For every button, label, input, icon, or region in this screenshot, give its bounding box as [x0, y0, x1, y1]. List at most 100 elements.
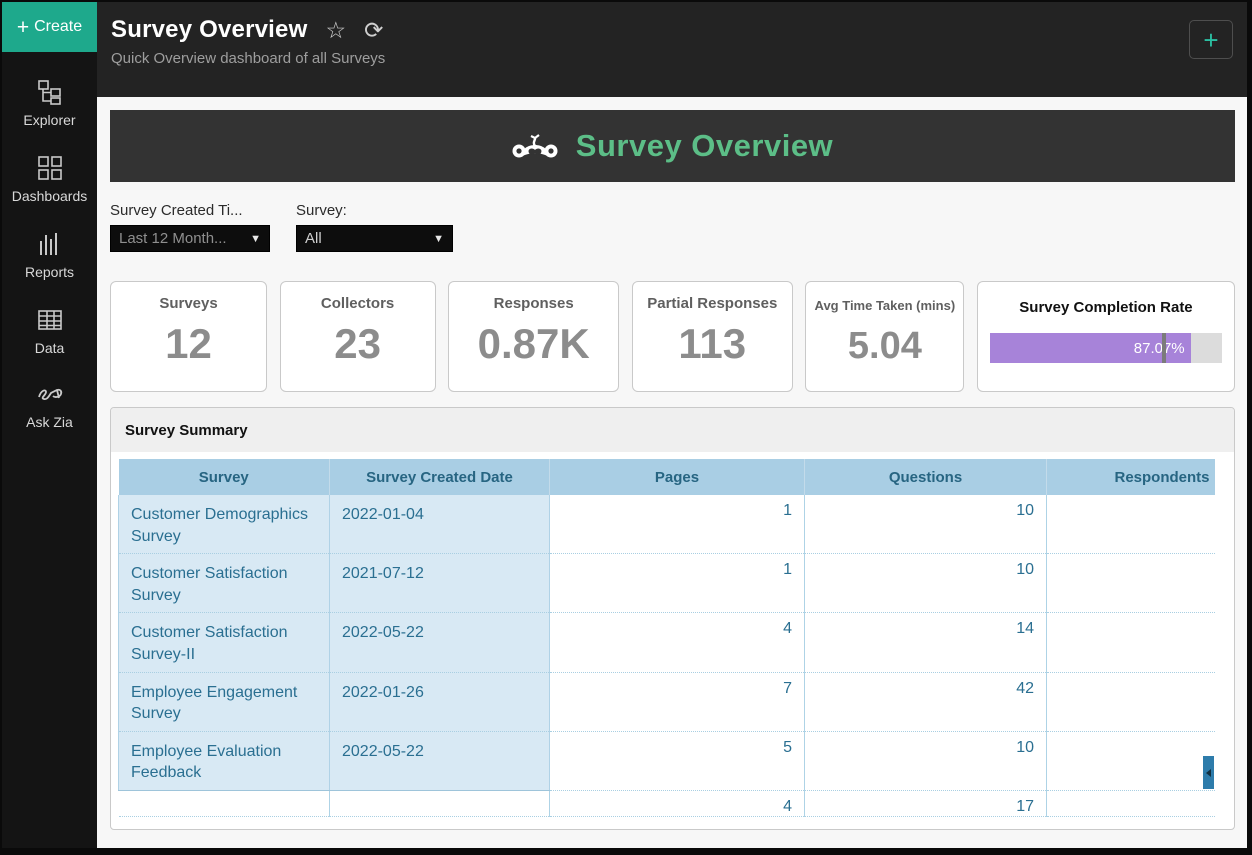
cell-pages: 4: [549, 612, 805, 673]
kpi-value: 23: [334, 320, 381, 367]
kpi-label: Partial Responses: [647, 295, 778, 312]
column-header-questions[interactable]: Questions: [804, 459, 1047, 495]
chevron-down-icon: ▼: [250, 232, 261, 245]
kpi-card-avg-time-taken-mins: Avg Time Taken (mins) 5.04: [805, 281, 965, 392]
cell-respondents: [1046, 612, 1215, 673]
table-row: Customer Demographics Survey 2022-01-04 1 1…: [118, 495, 1215, 555]
page-title: Survey Overview: [111, 16, 308, 43]
cell-questions: 10: [804, 731, 1047, 791]
cell-created: 2022-05-22: [329, 612, 550, 673]
kpi-card-collectors: Collectors 23: [279, 281, 436, 392]
survey-summary-table-wrap: Survey Survey Created Date Pages Questions R…: [111, 452, 1234, 817]
kpi-card-partial-responses: Partial Responses 113: [631, 281, 793, 392]
refresh-icon[interactable]: ⟳: [364, 16, 384, 43]
dashboard-content: Survey Overview Survey Created Ti... Las…: [97, 97, 1247, 848]
favorite-star-icon[interactable]: ☆: [325, 16, 347, 43]
cell-questions: 42: [804, 672, 1047, 732]
cell-created: 2022-05-22: [329, 731, 550, 791]
completion-bar-fill: 87.07%: [989, 333, 1191, 363]
column-header-survey[interactable]: Survey: [118, 459, 330, 495]
cell-respondents: [1046, 495, 1215, 555]
kpi-row: Surveys 12 Collectors 23 Responses 0.87K Parti…: [110, 281, 1235, 392]
sidebar: + Create Explorer Dashboards Reports Data As…: [2, 2, 97, 848]
sidebar-item-label: Reports: [24, 264, 75, 280]
cell-questions: 10: [804, 495, 1047, 555]
kpi-card-surveys: Surveys 12: [110, 281, 267, 392]
survey-summary-panel: Survey Summary Survey Survey Created Date…: [110, 407, 1235, 830]
table-row: Customer Satisfaction Survey 2021-07-12 1 1…: [118, 553, 1215, 614]
sidebar-item-reports[interactable]: Reports: [12, 231, 88, 280]
table-row: 4 17: [118, 790, 1215, 817]
cell-survey: Customer Satisfaction Survey: [118, 553, 330, 614]
sidebar-item-explorer[interactable]: Explorer: [12, 79, 88, 128]
filter-survey-dropdown[interactable]: All ▼: [296, 225, 453, 252]
data-icon: [37, 307, 63, 333]
cell-questions: 14: [804, 612, 1047, 673]
cell-questions: 10: [804, 553, 1047, 614]
cell-survey: Customer Satisfaction Survey-II: [118, 612, 330, 673]
completion-bar-marker: [1161, 333, 1166, 363]
sidebar-item-label: Data: [34, 340, 65, 356]
sidebar-item-data[interactable]: Data: [12, 307, 88, 356]
reports-icon: [37, 231, 63, 257]
completion-bar-value: 87.07%: [1133, 339, 1185, 357]
sidebar-item-label: Ask Zia: [26, 414, 73, 430]
column-header-survey-created-date[interactable]: Survey Created Date: [329, 459, 550, 495]
kpi-label: Collectors: [320, 295, 395, 312]
sidebar-item-label: Explorer: [23, 112, 76, 128]
filter-created-time: Survey Created Ti... Last 12 Month... ▼: [110, 202, 270, 252]
sidebar-item-label: Dashboards: [11, 188, 88, 204]
filter-created-time-dropdown[interactable]: Last 12 Month... ▼: [110, 225, 270, 252]
create-button-label: Create: [34, 18, 83, 35]
kpi-value: 113: [678, 320, 747, 367]
table-row: Employee Engagement Survey 2022-01-26 7 42: [118, 672, 1215, 732]
kpi-value: 0.87K: [477, 320, 590, 367]
chevron-down-icon: ▼: [433, 232, 444, 245]
add-widget-button[interactable]: +: [1189, 20, 1233, 59]
column-header-respondents[interactable]: Respondents: [1046, 459, 1215, 495]
filter-created-time-label: Survey Created Ti...: [110, 202, 243, 219]
main-area: Survey Overview ☆ ⟳ Quick Overview dashb…: [97, 2, 1247, 848]
table-row: Customer Satisfaction Survey-II 2022-05-2…: [118, 612, 1215, 673]
cell-created: 2022-01-04: [329, 495, 550, 555]
surveymonkey-logo-icon: [512, 134, 558, 158]
top-header: Survey Overview ☆ ⟳ Quick Overview dashb…: [97, 2, 1247, 97]
cell-respondents: [1046, 731, 1215, 791]
survey-summary-title: Survey Summary: [111, 408, 1234, 452]
cell-pages: 7: [549, 672, 805, 732]
filter-survey-label: Survey:: [296, 202, 347, 219]
sidebar-item-ask-zia[interactable]: Ask Zia: [12, 383, 88, 430]
page-subtitle: Quick Overview dashboard of all Surveys: [111, 50, 386, 67]
kpi-label: Surveys: [159, 295, 218, 312]
kpi-card-completion-rate: Survey Completion Rate 87.07%: [976, 281, 1235, 392]
cell-respondents: [1046, 672, 1215, 732]
ask-zia-icon: [36, 383, 64, 407]
cell-created: [329, 790, 550, 817]
cell-survey: Customer Demographics Survey: [118, 495, 330, 555]
explorer-icon: [37, 79, 63, 105]
cell-survey: Employee Engagement Survey: [118, 672, 330, 732]
cell-created: 2022-01-26: [329, 672, 550, 732]
plus-icon: +: [16, 15, 30, 39]
cell-questions: 17: [804, 790, 1047, 817]
banner-title: Survey Overview: [575, 128, 834, 163]
completion-bar-track: 87.07%: [989, 333, 1222, 363]
cell-pages: 5: [549, 731, 805, 791]
kpi-card-responses: Responses 0.87K: [448, 281, 620, 392]
cell-pages: 4: [549, 790, 805, 817]
column-header-pages[interactable]: Pages: [549, 459, 805, 495]
survey-summary-table: Survey Survey Created Date Pages Questions R…: [118, 459, 1215, 817]
table-scrollbar-thumb[interactable]: [1203, 756, 1214, 789]
cell-survey: Employee Evaluation Feedback: [118, 731, 330, 791]
sidebar-item-dashboards[interactable]: Dashboards: [11, 155, 88, 204]
cell-survey: [118, 790, 330, 817]
filters-row: Survey Created Ti... Last 12 Month... ▼ …: [110, 202, 1235, 252]
kpi-label: Avg Time Taken (mins): [814, 298, 956, 313]
filter-created-time-value: Last 12 Month...: [119, 230, 227, 247]
table-row: Employee Evaluation Feedback 2022-05-22 5 1…: [118, 731, 1215, 791]
filter-survey-value: All: [305, 230, 322, 247]
filter-survey: Survey: All ▼: [296, 202, 453, 252]
create-button[interactable]: + Create: [2, 2, 97, 52]
table-header-row: Survey Survey Created Date Pages Questions R…: [118, 459, 1215, 495]
